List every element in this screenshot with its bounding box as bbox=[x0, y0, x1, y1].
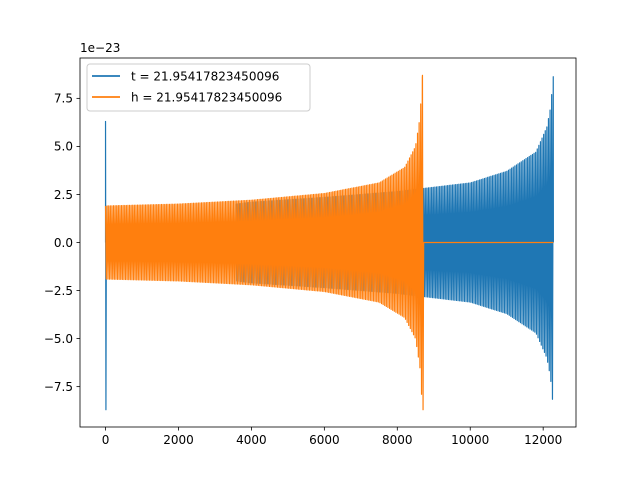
y-tick-label: 2.5 bbox=[54, 188, 73, 202]
y-tick-label: 0.0 bbox=[54, 236, 73, 250]
x-tick-label: 8000 bbox=[382, 433, 413, 447]
y-tick-label: −5.0 bbox=[44, 332, 73, 346]
x-tick-label: 2000 bbox=[163, 433, 194, 447]
y-tick-label: 7.5 bbox=[54, 92, 73, 106]
x-tick-label: 0 bbox=[102, 433, 110, 447]
x-tick-label: 4000 bbox=[236, 433, 267, 447]
legend: t = 21.95417823450096 h = 21.954178234500… bbox=[86, 63, 311, 112]
series-line-h bbox=[104, 74, 554, 411]
y-tick-label: 5.0 bbox=[54, 140, 73, 154]
y-offset-label: 1e−23 bbox=[80, 41, 120, 55]
legend-label: t = 21.95417823450096 bbox=[131, 70, 279, 84]
x-tick-label: 12000 bbox=[524, 433, 562, 447]
y-tick-label: −7.5 bbox=[44, 380, 73, 394]
legend-label: h = 21.95417823450096 bbox=[131, 91, 282, 105]
y-axis: −7.5 −5.0 −2.5 0.0 2.5 5.0 7.5 bbox=[44, 92, 80, 394]
x-tick-label: 10000 bbox=[451, 433, 489, 447]
x-tick-label: 6000 bbox=[309, 433, 340, 447]
x-axis: 0 2000 4000 6000 8000 10000 12000 bbox=[102, 427, 562, 447]
y-tick-label: −2.5 bbox=[44, 284, 73, 298]
legend-box bbox=[86, 63, 311, 112]
series-layer bbox=[104, 74, 554, 411]
